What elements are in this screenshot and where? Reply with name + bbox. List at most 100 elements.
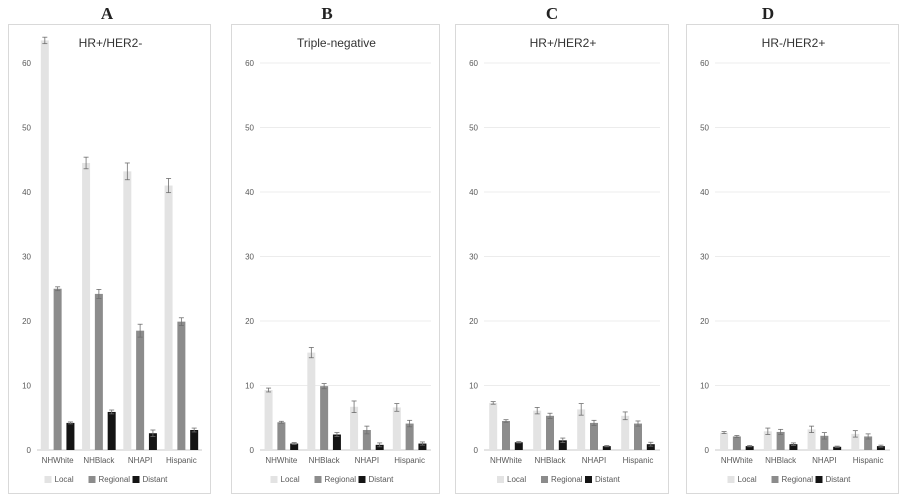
bar [53,288,62,450]
bar [405,423,414,450]
legend-swatch [270,476,278,483]
error-bar [191,427,197,433]
y-tick-label: 0 [474,446,479,455]
bar [807,429,816,450]
x-tick-label: NHAPI [812,456,836,465]
x-tick-label: Hispanic [623,456,654,465]
bar [602,446,611,450]
legend-label: Regional [782,475,814,484]
legend-swatch [585,476,592,483]
legend-swatch [771,476,779,483]
error-bar [334,432,340,437]
chart-panel-c: HR+/HER2+ 0 10 20 30 40 50 60 NHWhite NHBlack NHAP… [455,24,669,494]
x-tick-label: NHBlack [309,456,341,465]
bar [290,443,299,450]
legend-item: Distant [585,475,621,484]
legend-item: Regional [314,475,356,484]
legend-label: Regional [99,475,131,484]
panel-label-c: C [545,4,559,23]
error-bar [150,429,156,437]
y-tick-label: 60 [22,59,31,68]
error-bar [278,420,284,424]
x-tick-label: NHWhite [490,456,523,465]
y-tick-label: 10 [700,382,709,391]
error-bar [635,420,641,427]
error-bar [55,286,61,292]
bar [489,402,498,450]
y-tick-label: 0 [27,446,32,455]
error-bar [377,442,383,448]
bar [590,422,598,450]
error-bar [834,445,840,448]
y-tick-label: 30 [469,253,478,262]
bar [820,435,829,450]
error-bar [490,401,496,405]
chart-panel-a: HR+/HER2- 0 10 20 30 40 50 60 NHWhite NHBlack NHAP… [8,24,211,494]
legend-label: Local [507,475,526,484]
legend-label: Distant [369,475,395,484]
chart-title: HR+/HER2+ [530,36,597,50]
bar [634,423,642,450]
bar [190,430,199,450]
error-bar [351,400,357,413]
bar [763,431,772,450]
panel-label-d: D [761,4,775,23]
y-tick-label: 60 [700,59,709,68]
legend-item: Distant [358,475,395,484]
error-bar [109,409,115,415]
legend-swatch [815,476,823,483]
x-tick-label: Hispanic [853,456,884,465]
bar [307,352,316,450]
legend-label: Local [281,475,300,484]
error-bar [648,441,654,447]
error-bar [591,419,597,426]
bar [876,446,885,450]
error-bar [308,347,314,359]
error-bar [622,411,628,421]
y-tick-label: 40 [700,188,709,197]
error-bar [790,442,796,446]
error-bar [124,162,130,181]
x-tick-label: NHWhite [721,456,754,465]
error-bar [321,383,327,390]
y-tick-label: 10 [469,382,478,391]
x-tick-label: NHBlack [534,456,566,465]
bar [40,40,49,451]
y-tick-label: 10 [22,382,31,391]
bar [720,432,729,450]
bar [164,185,173,451]
error-bar [364,425,370,435]
bar [546,415,554,450]
x-tick-label: NHWhite [42,456,75,465]
y-tick-label: 50 [22,124,31,133]
y-tick-label: 40 [245,188,254,197]
legend-swatch [541,476,548,483]
bar [732,436,741,450]
y-tick-label: 20 [700,317,709,326]
chart-title: HR+/HER2- [79,36,143,50]
y-tick-label: 10 [245,382,254,391]
y-tick-label: 50 [469,124,478,133]
bar [82,162,91,450]
y-tick-label: 50 [245,124,254,133]
error-bar [42,36,48,45]
error-bar [503,419,509,423]
error-bar [604,445,610,448]
bar [320,386,329,450]
x-tick-label: NHAPI [355,456,379,465]
bar [332,434,341,450]
y-tick-label: 40 [22,188,31,197]
y-tick-label: 40 [469,188,478,197]
error-bar [560,437,566,443]
legend-swatch [132,476,140,483]
x-tick-label: Hispanic [166,456,197,465]
legend-label: Regional [551,475,583,484]
error-bar [166,178,172,194]
error-bar [407,419,413,428]
x-tick-label: NHWhite [265,456,298,465]
error-bar [547,412,553,419]
bar [277,422,286,450]
chart-b: Triple-negative 0 10 20 30 40 50 60 NHWhite NHBla… [245,36,431,484]
legend-item: Local [270,475,300,484]
error-bar [534,407,540,415]
